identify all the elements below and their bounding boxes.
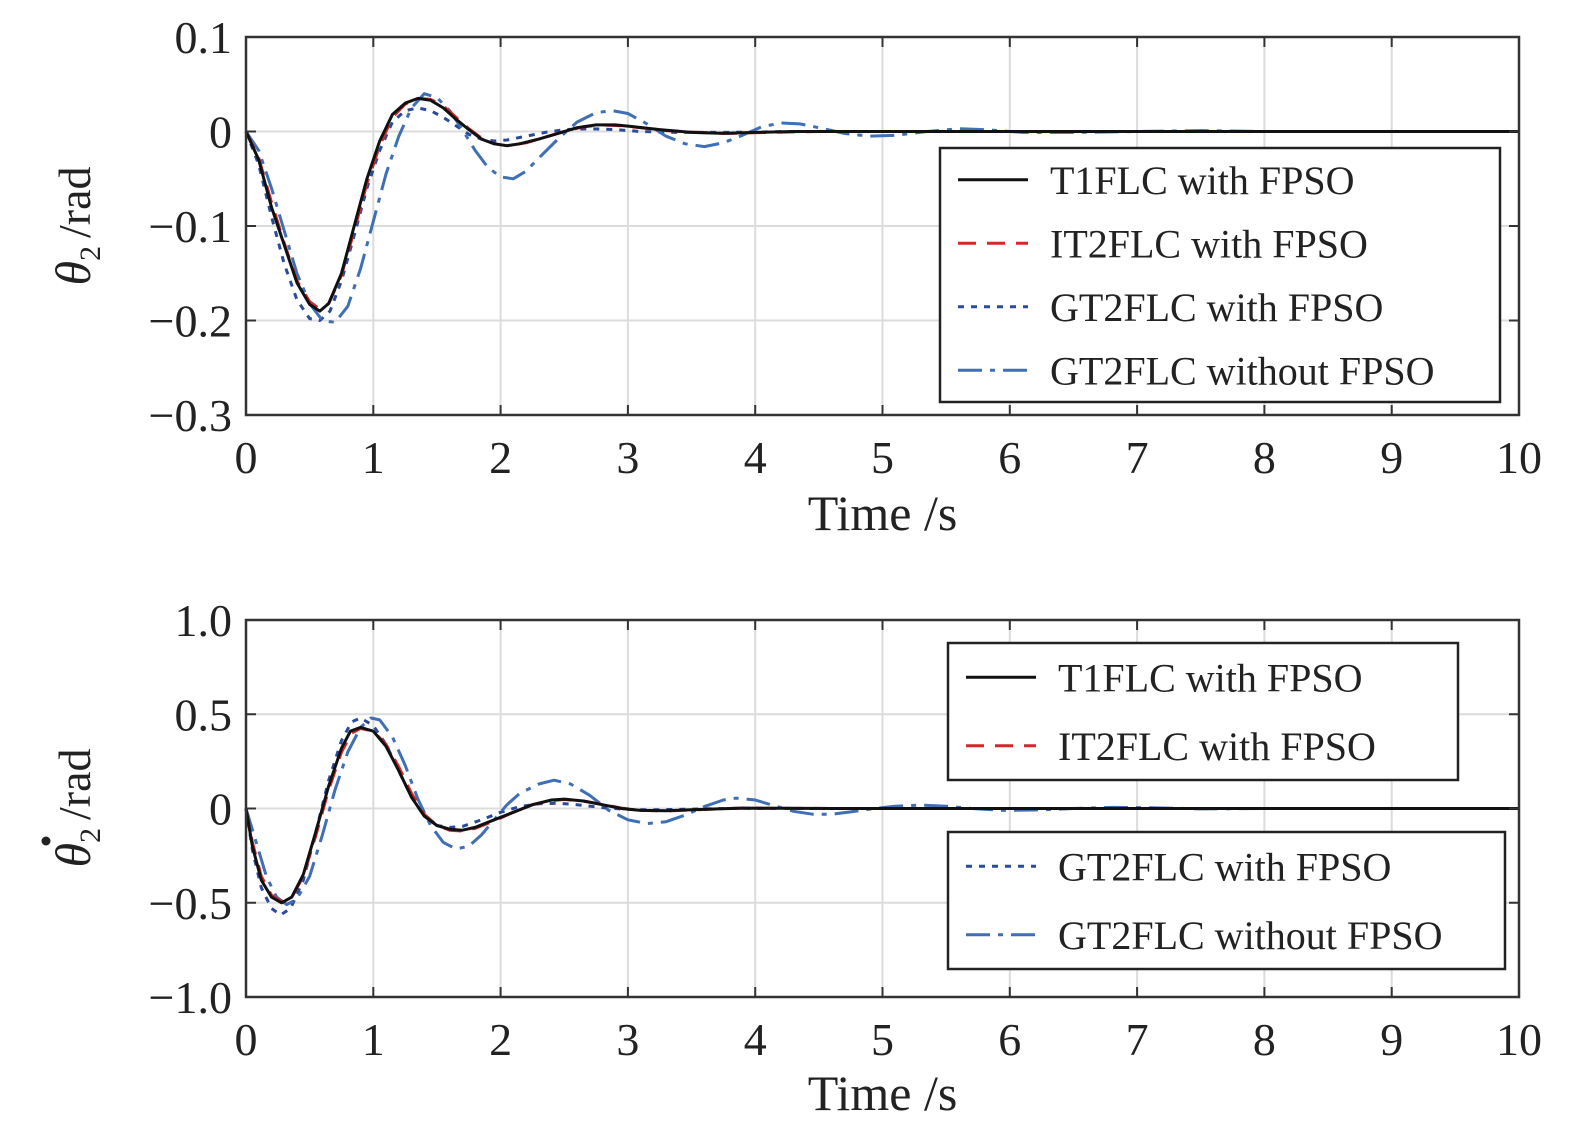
y-axis-label: θ2/rad: [45, 748, 107, 867]
x-tick-label: 4: [744, 432, 767, 483]
legend: T1FLC with FPSO IT2FLC with FPSO GT2FLC wi…: [938, 146, 1502, 404]
y-axis-symbol: θ: [45, 843, 101, 868]
legend-label: GT2FLC without FPSO: [1058, 913, 1443, 958]
x-tick-label: 9: [1380, 1014, 1403, 1065]
derivative-dot-icon: [41, 836, 51, 846]
x-tick-label: 8: [1253, 1014, 1276, 1065]
x-tick-label: 8: [1253, 432, 1276, 483]
legend-label: T1FLC with FPSO: [1050, 158, 1355, 203]
x-tick-label: 6: [998, 432, 1021, 483]
y-axis-subscript: 2: [74, 828, 107, 843]
legend-label: GT2FLC without FPSO: [1050, 348, 1435, 393]
series-group: [244, 716, 1519, 917]
legend-box: [938, 146, 1502, 404]
x-tick-label: 6: [998, 1014, 1021, 1065]
x-tick-label: 7: [1126, 432, 1149, 483]
series-line-gt2flc-without-fpso: [244, 92, 1519, 324]
legend-box: [946, 641, 1460, 782]
y-tick-label: 0: [209, 107, 232, 158]
y-axis-subscript: 2: [74, 246, 107, 261]
x-tick-label: 2: [489, 1014, 512, 1065]
y-tick-label: −0.3: [149, 390, 232, 441]
y-axis-unit: /rad: [49, 748, 100, 820]
x-tick-label: 1: [362, 1014, 385, 1065]
x-tick-label: 0: [235, 432, 258, 483]
y-tick-label: −0.1: [149, 201, 232, 252]
y-tick-label: 0.1: [175, 12, 233, 63]
x-tick-label: 3: [616, 1014, 639, 1065]
legend-label: GT2FLC with FPSO: [1058, 844, 1391, 889]
legend-label: T1FLC with FPSO: [1058, 655, 1363, 700]
y-tick-label: −0.2: [149, 296, 232, 347]
y-axis-unit: /rad: [49, 166, 100, 238]
x-tick-label: 5: [871, 1014, 894, 1065]
x-tick-label: 2: [489, 432, 512, 483]
y-axis-symbol: θ: [45, 261, 101, 286]
y-tick-label: 0: [209, 784, 232, 835]
legend-box: [946, 830, 1507, 971]
x-tick-label: 9: [1380, 432, 1403, 483]
series-line-t1flc-with-fpso: [244, 725, 1519, 905]
x-tick-label: 3: [616, 432, 639, 483]
x-axis-label: Time /s: [808, 485, 958, 541]
x-tick-label: 10: [1496, 432, 1542, 483]
y-tick-label: −1.0: [149, 972, 232, 1023]
legend: GT2FLC with FPSO GT2FLC without FPSO: [946, 830, 1507, 971]
legend: T1FLC with FPSO IT2FLC with FPSO: [946, 641, 1460, 782]
x-tick-label: 7: [1126, 1014, 1149, 1065]
x-axis-label: Time /s: [808, 1065, 958, 1121]
x-tick-label: 10: [1496, 1014, 1542, 1065]
y-axis-label: θ2/rad: [45, 166, 107, 285]
x-tick-label: 0: [235, 1014, 258, 1065]
legend-label: GT2FLC with FPSO: [1050, 285, 1383, 330]
series-line-t1flc-with-fpso: [244, 96, 1519, 313]
legend-label: IT2FLC with FPSO: [1058, 724, 1376, 769]
y-tick-label: 0.5: [175, 689, 233, 740]
y-tick-label: −0.5: [149, 878, 232, 929]
x-tick-label: 1: [362, 432, 385, 483]
legend-label: IT2FLC with FPSO: [1050, 221, 1368, 266]
x-tick-label: 5: [871, 432, 894, 483]
x-tick-label: 4: [744, 1014, 767, 1065]
y-tick-label: 1.0: [175, 595, 233, 646]
series-group: [244, 92, 1519, 324]
